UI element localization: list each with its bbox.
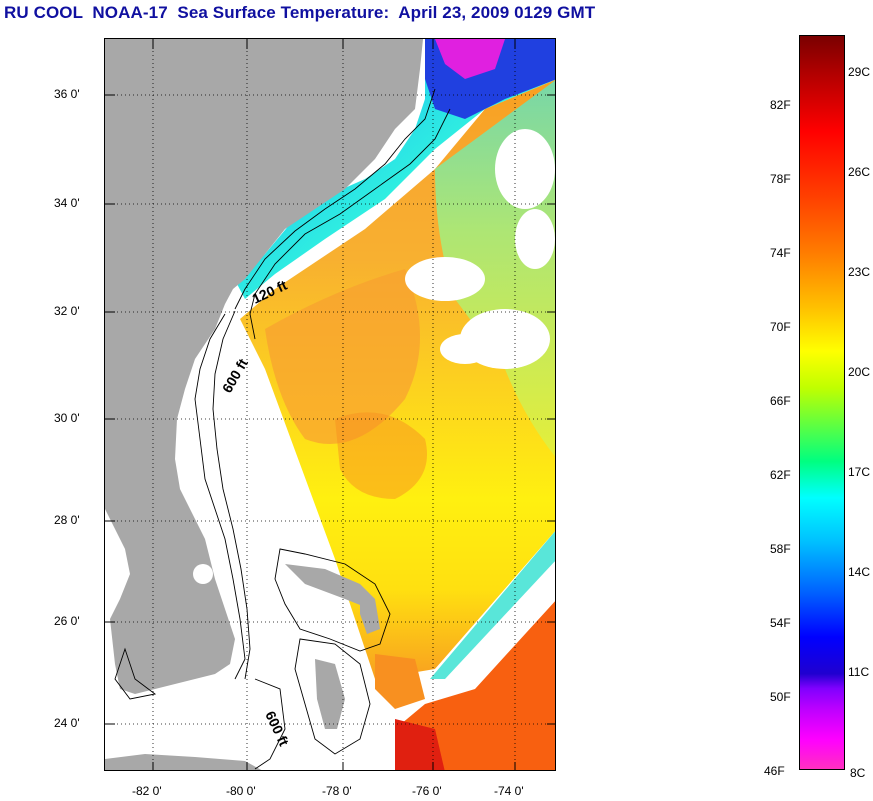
lat-label-26: 26 0' (54, 614, 80, 628)
colorbar-f-58: 58F (770, 542, 791, 556)
lat-label-30: 30 0' (54, 411, 80, 425)
colorbar-f-50: 50F (770, 690, 791, 704)
colorbar-c-23: 23C (848, 265, 871, 279)
southeast-cool-band (430, 531, 555, 679)
sst-map[interactable]: 120 ft 600 ft 600 ft (104, 38, 556, 771)
colorbar-f-66: 66F (770, 394, 791, 408)
colorbar-f-70: 70F (770, 320, 791, 334)
colorbar-f-78: 78F (770, 172, 791, 186)
land-abaco (360, 594, 380, 634)
colorbar-c-26: 26C (848, 165, 871, 179)
lat-label-36: 36 0' (54, 87, 80, 101)
bahamas-warm (375, 654, 425, 709)
colorbar-c-17: 17C (848, 465, 871, 479)
warm-eddy (265, 269, 420, 444)
lat-label-32: 32 0' (54, 304, 80, 318)
land-cuba-edge (105, 754, 262, 770)
land-grand-bahama (285, 564, 375, 609)
colorbar-c-11: 11C (848, 665, 870, 679)
warm-eddy (335, 412, 427, 499)
lon-label-80: -80 0' (226, 784, 256, 798)
cloud-patches (405, 129, 555, 369)
lon-label-82: -82 0' (132, 784, 162, 798)
colorbar-f-62: 62F (770, 468, 791, 482)
lon-label-78: -78 0' (322, 784, 352, 798)
temperature-colorbar (799, 35, 845, 770)
colorbar-f-46: 46F (764, 764, 785, 778)
land-us-florida (105, 39, 423, 694)
colorbar-f-54: 54F (770, 616, 791, 630)
sst-map-image (105, 39, 555, 770)
lat-label-28: 28 0' (54, 513, 80, 527)
south-hot-water (395, 719, 445, 770)
lon-label-74: -74 0' (494, 784, 524, 798)
colorbar-f-74: 74F (770, 246, 791, 260)
lat-label-34: 34 0' (54, 196, 80, 210)
cold-plume-magenta (435, 39, 505, 79)
map-title: RU COOL NOAA-17 Sea Surface Temperature:… (4, 3, 596, 22)
colorbar-c-14: 14C (848, 565, 871, 579)
colorbar-f-82: 82F (770, 98, 791, 112)
lake-okeechobee (193, 564, 213, 584)
colorbar-c-29: 29C (848, 65, 871, 79)
lat-label-24: 24 0' (54, 716, 80, 730)
colorbar-c-8: 8C (850, 766, 866, 780)
land-andros (315, 659, 345, 729)
colorbar-c-20: 20C (848, 365, 871, 379)
lon-label-76: -76 0' (412, 784, 442, 798)
